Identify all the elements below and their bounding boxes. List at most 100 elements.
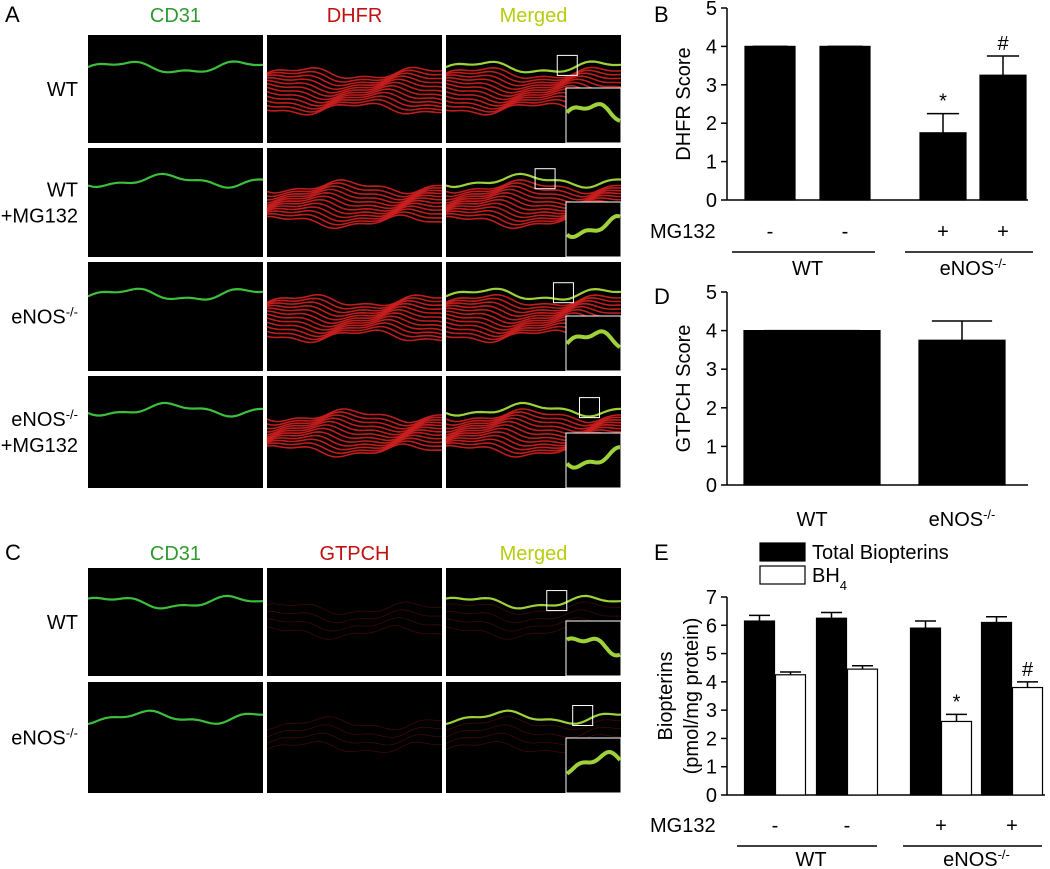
x-tick-label: + [937,221,949,243]
tissue-fiber [266,329,443,344]
tissue-fiber [266,297,443,310]
tissue-fiber [266,408,443,424]
tissue-fiber [266,102,442,116]
row-label-main: WT [47,612,78,634]
y-tick-label: 4 [706,36,717,58]
tissue-fiber [445,411,622,427]
micrograph [88,682,263,793]
tissue-fiber [266,202,443,215]
panel-letter: A [5,2,20,27]
legend-label: Total Biopterins [812,542,949,564]
endothelium [87,709,264,726]
tissue-fiber [266,294,443,307]
tissue-fiber [445,420,622,436]
tissue-fiber [445,69,622,83]
tissue-fiber [266,300,443,314]
tissue-fiber [266,601,443,615]
tissue-fiber [266,437,443,451]
tissue-fiber [266,205,443,219]
tissue-fiber [266,318,443,335]
endothelium [445,709,622,726]
column-header: CD31 [150,543,201,565]
group-label-main: WT [795,849,826,869]
tissue-fiber [445,66,622,80]
error-bar [1017,681,1038,688]
tissue-fiber [266,75,443,91]
tissue-fiber [266,208,443,223]
bar [743,330,881,486]
row-label: WT [47,612,78,634]
y-tick-label: 3 [706,359,717,381]
row-label-main: eNOS [11,307,65,329]
inset-content [565,329,622,349]
tissue-fiber [266,191,442,207]
bar [744,45,796,201]
bar [774,674,807,796]
column-header: GTPCH [320,543,390,565]
error-bar [986,55,1020,76]
endothelium [87,172,263,189]
tissue-fiber [266,81,443,98]
bar [980,621,1013,796]
tissue-fiber [266,617,443,632]
zoom-box [556,54,578,76]
row-label: WT [47,79,78,101]
error-bar [821,611,842,619]
tissue-fiber [266,98,443,113]
error-bar [946,713,967,722]
x-tick-label: - [842,221,849,243]
y-tick-label: 0 [706,475,717,497]
error-bar [915,620,936,629]
tissue-fiber [445,601,622,615]
micrograph [88,262,263,371]
row-label-sup: -/- [66,407,78,422]
zoom-box [572,705,594,727]
y-tick-label: 4 [706,321,717,343]
panel-letter: B [654,2,669,27]
inset-content [566,636,621,658]
tissue-fiber [445,609,622,624]
y-tick-label: 0 [706,785,717,807]
row-label-sup: -/- [66,304,78,319]
micrograph [267,35,442,143]
tissue-fiber [445,414,622,430]
endothelium [445,401,622,418]
group-label: WT [792,258,823,280]
error-bar [986,616,1007,623]
legend-label-sub: 4 [840,578,847,593]
tissue-fiber [445,78,622,94]
inset [565,620,622,677]
column-header: Merged [500,543,568,565]
tissue-fiber [266,420,443,436]
x-tick-label: WT [796,509,827,531]
category-title: MG132 [650,815,716,837]
tissue-fiber [445,195,622,210]
tissue-fiber [445,188,622,204]
y-tick-label: 3 [706,75,717,97]
y-axis-label: GTPCH Score [673,325,695,453]
endothelium [87,287,264,301]
tissue-fiber [266,195,443,210]
tissue-fiber [266,431,443,444]
tissue-fiber [445,302,622,317]
tissue-fiber [445,427,622,442]
x-tick-label-main: WT [796,509,827,531]
tissue-fiber [266,72,442,87]
tissue-fiber [266,211,443,226]
row-label-line2: +MG132 [1,435,78,457]
endothelium [87,594,264,610]
tissue-fiber [266,66,443,80]
tissue-fiber [266,724,442,738]
panel-letter: E [654,540,669,565]
row-label-line2: +MG132 [1,206,78,228]
tissue-fiber [445,424,621,439]
x-tick-label: + [997,221,1009,243]
bar [909,627,942,796]
tissue-fiber [266,305,443,321]
y-tick-label: 2 [706,398,717,420]
panel-letter: C [5,540,21,565]
tissue-fiber [266,91,443,107]
zoom-box [546,590,568,612]
tissue-fiber [266,424,442,439]
